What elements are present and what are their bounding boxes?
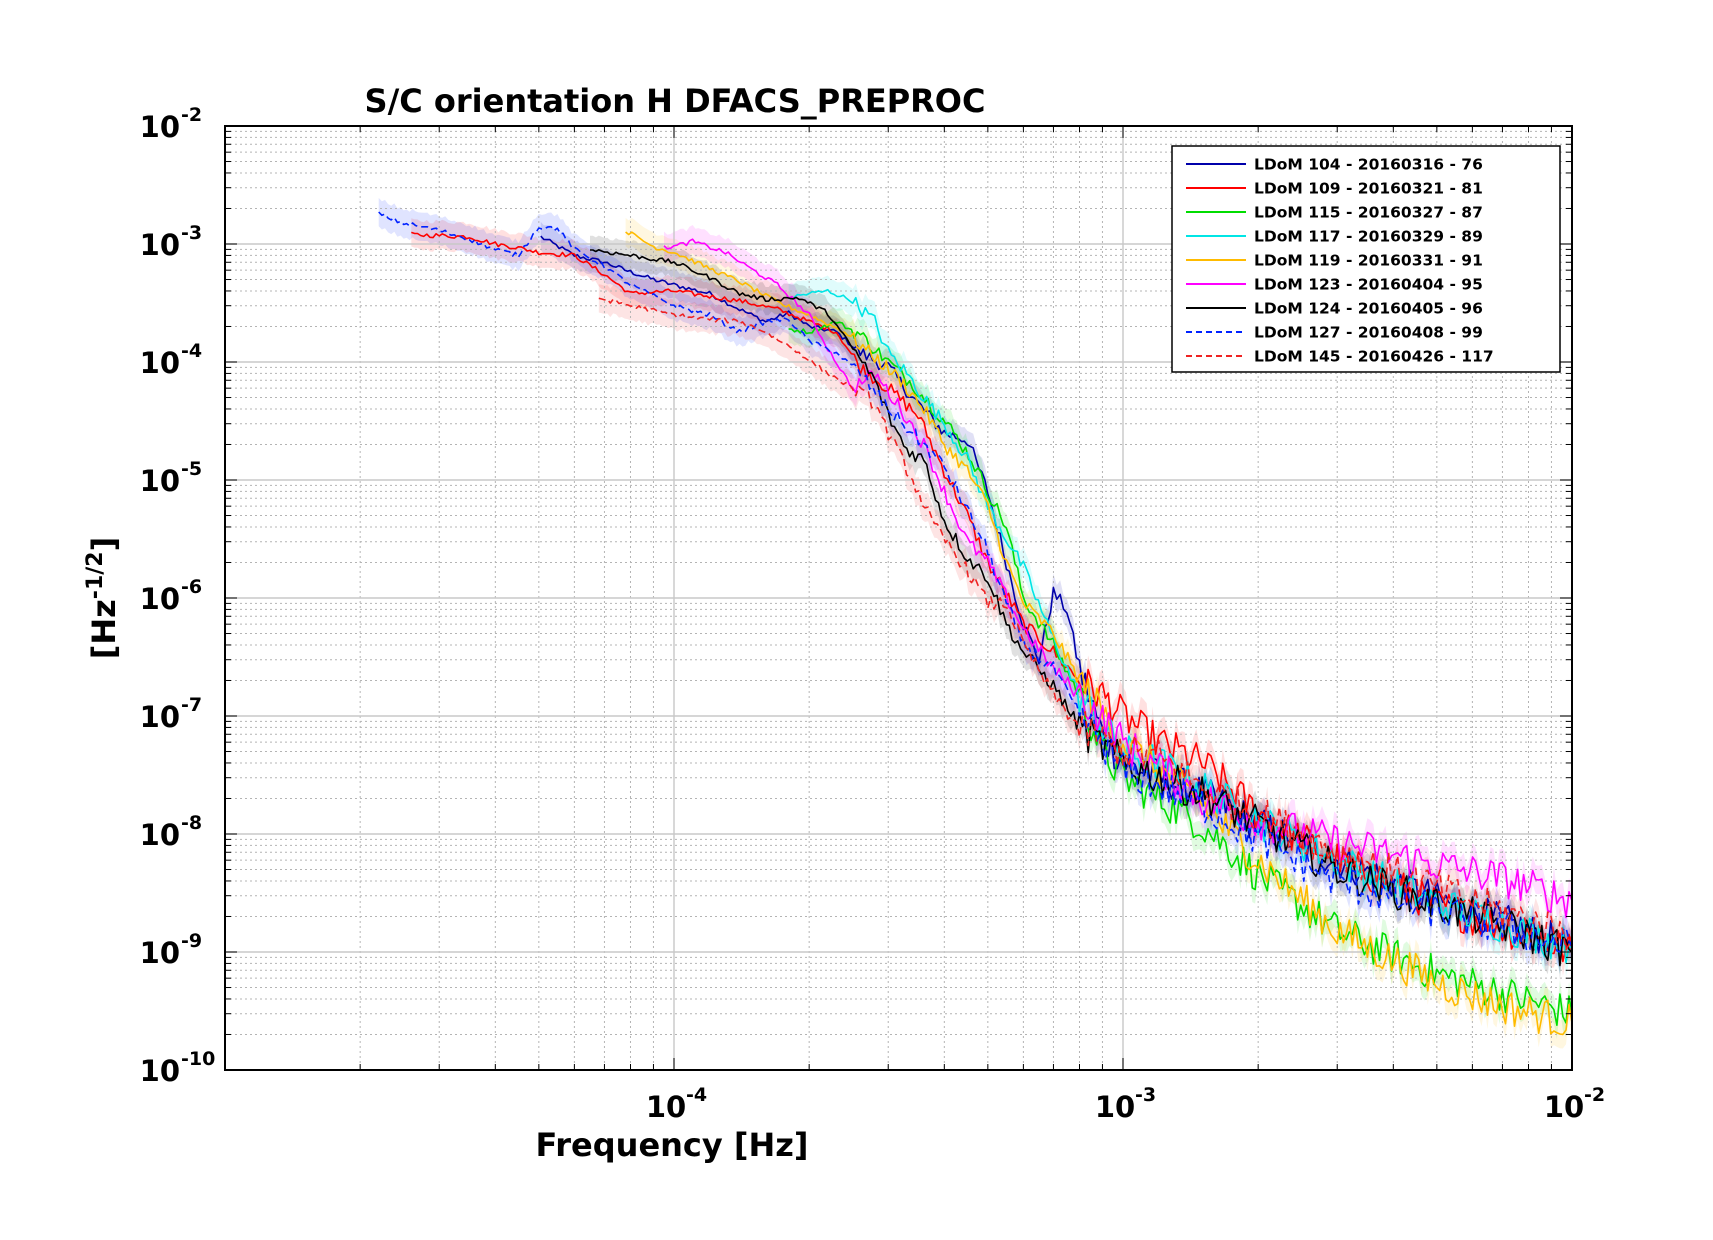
x-tick-label: 10 -3 — [1095, 1084, 1156, 1124]
legend-item: LDoM 127 - 20160408 - 99 — [1186, 324, 1483, 342]
y-tick-exponent: -3 — [181, 222, 202, 244]
y-tick-base: 10 — [140, 700, 180, 734]
y-tick-base: 10 — [140, 464, 180, 498]
y-tick-exponent: -9 — [181, 930, 202, 952]
x-axis-label: Frequency [Hz] — [535, 1126, 808, 1164]
y-tick-label: 10 -10 — [140, 1048, 216, 1088]
y-tick-label: 10 -5 — [140, 458, 202, 498]
y-tick-label: 10 -8 — [140, 812, 202, 852]
x-tick-label: 10 -2 — [1544, 1084, 1605, 1124]
x-tick-labels: 10 -4 10 -3 10 -2 — [646, 1084, 1605, 1124]
series-line-9 — [598, 297, 1573, 951]
y-axis-label-exponent: -1/2 — [83, 551, 108, 599]
legend-item: LDoM 124 - 20160405 - 96 — [1186, 300, 1483, 318]
y-axis-label-close: ] — [85, 537, 123, 552]
series-line-8 — [378, 211, 1573, 953]
legend-label: LDoM 145 - 20160426 - 117 — [1254, 348, 1494, 366]
y-tick-exponent: -6 — [181, 576, 202, 598]
y-tick-label: 10 -4 — [140, 340, 202, 380]
legend-label: LDoM 115 - 20160327 - 87 — [1254, 204, 1483, 222]
y-tick-exponent: -2 — [181, 104, 202, 126]
y-tick-labels: 10-210-310-410-510-610-710-810-910-10 — [140, 104, 216, 1088]
legend-label: LDoM 104 - 20160316 - 76 — [1254, 156, 1483, 174]
y-axis-label: [Hz-1/2] — [83, 537, 123, 659]
series-line-6 — [663, 238, 1573, 919]
legend-item: LDoM 117 - 20160329 - 89 — [1186, 228, 1483, 246]
x-tick-base: 10 — [646, 1090, 686, 1124]
x-tick-exponent: -4 — [686, 1084, 707, 1106]
y-axis-label-base: [Hz — [85, 599, 123, 659]
y-tick-base: 10 — [140, 346, 180, 380]
y-tick-label: 10 -7 — [140, 694, 202, 734]
y-tick-label: 10 -6 — [140, 576, 202, 616]
y-tick-base: 10 — [140, 582, 180, 616]
legend-label: LDoM 117 - 20160329 - 89 — [1254, 228, 1483, 246]
legend-item: LDoM 119 - 20160331 - 91 — [1186, 252, 1483, 270]
x-tick-exponent: -2 — [1584, 1084, 1605, 1106]
legend-label: LDoM 109 - 20160321 - 81 — [1254, 180, 1483, 198]
y-tick-exponent: -5 — [181, 458, 202, 480]
y-tick-label: 10 -2 — [140, 104, 202, 144]
series-line-4 — [788, 288, 1573, 964]
y-tick-exponent: -10 — [181, 1048, 215, 1070]
x-tick-exponent: -3 — [1135, 1084, 1156, 1106]
tick-marks — [225, 126, 1572, 1070]
series-layer — [378, 211, 1573, 1036]
y-tick-base: 10 — [140, 936, 180, 970]
legend-label: LDoM 119 - 20160331 - 91 — [1254, 252, 1483, 270]
x-tick-base: 10 — [1544, 1090, 1584, 1124]
y-tick-base: 10 — [140, 1054, 180, 1088]
y-tick-exponent: -4 — [181, 340, 202, 362]
legend-label: LDoM 127 - 20160408 - 99 — [1254, 324, 1483, 342]
y-tick-base: 10 — [140, 110, 180, 144]
series-line-3 — [788, 320, 1573, 1026]
x-tick-label: 10 -4 — [646, 1084, 707, 1124]
legend-label: LDoM 123 - 20160404 - 95 — [1254, 276, 1483, 294]
x-tick-base: 10 — [1095, 1090, 1135, 1124]
y-tick-base: 10 — [140, 818, 180, 852]
series-line-7 — [590, 249, 1573, 967]
y-tick-label: 10 -9 — [140, 930, 202, 970]
legend-item: LDoM 109 - 20160321 - 81 — [1186, 180, 1483, 198]
y-tick-label: 10 -3 — [140, 222, 202, 262]
legend: LDoM 104 - 20160316 - 76 LDoM 109 - 20160… — [1171, 145, 1561, 373]
legend-item: LDoM 145 - 20160426 - 117 — [1186, 348, 1494, 366]
legend-items: LDoM 104 - 20160316 - 76 LDoM 109 - 20160… — [1186, 156, 1494, 366]
legend-label: LDoM 124 - 20160405 - 96 — [1254, 300, 1483, 318]
legend-item: LDoM 123 - 20160404 - 95 — [1186, 276, 1483, 294]
y-tick-exponent: -7 — [181, 694, 202, 716]
legend-item: LDoM 104 - 20160316 - 76 — [1186, 156, 1483, 174]
y-tick-base: 10 — [140, 228, 180, 262]
y-tick-exponent: -8 — [181, 812, 202, 834]
legend-item: LDoM 115 - 20160327 - 87 — [1186, 204, 1483, 222]
series-band-3 — [788, 307, 1572, 1040]
chart-title: S/C orientation H DFACS_PREPROC — [365, 82, 986, 120]
